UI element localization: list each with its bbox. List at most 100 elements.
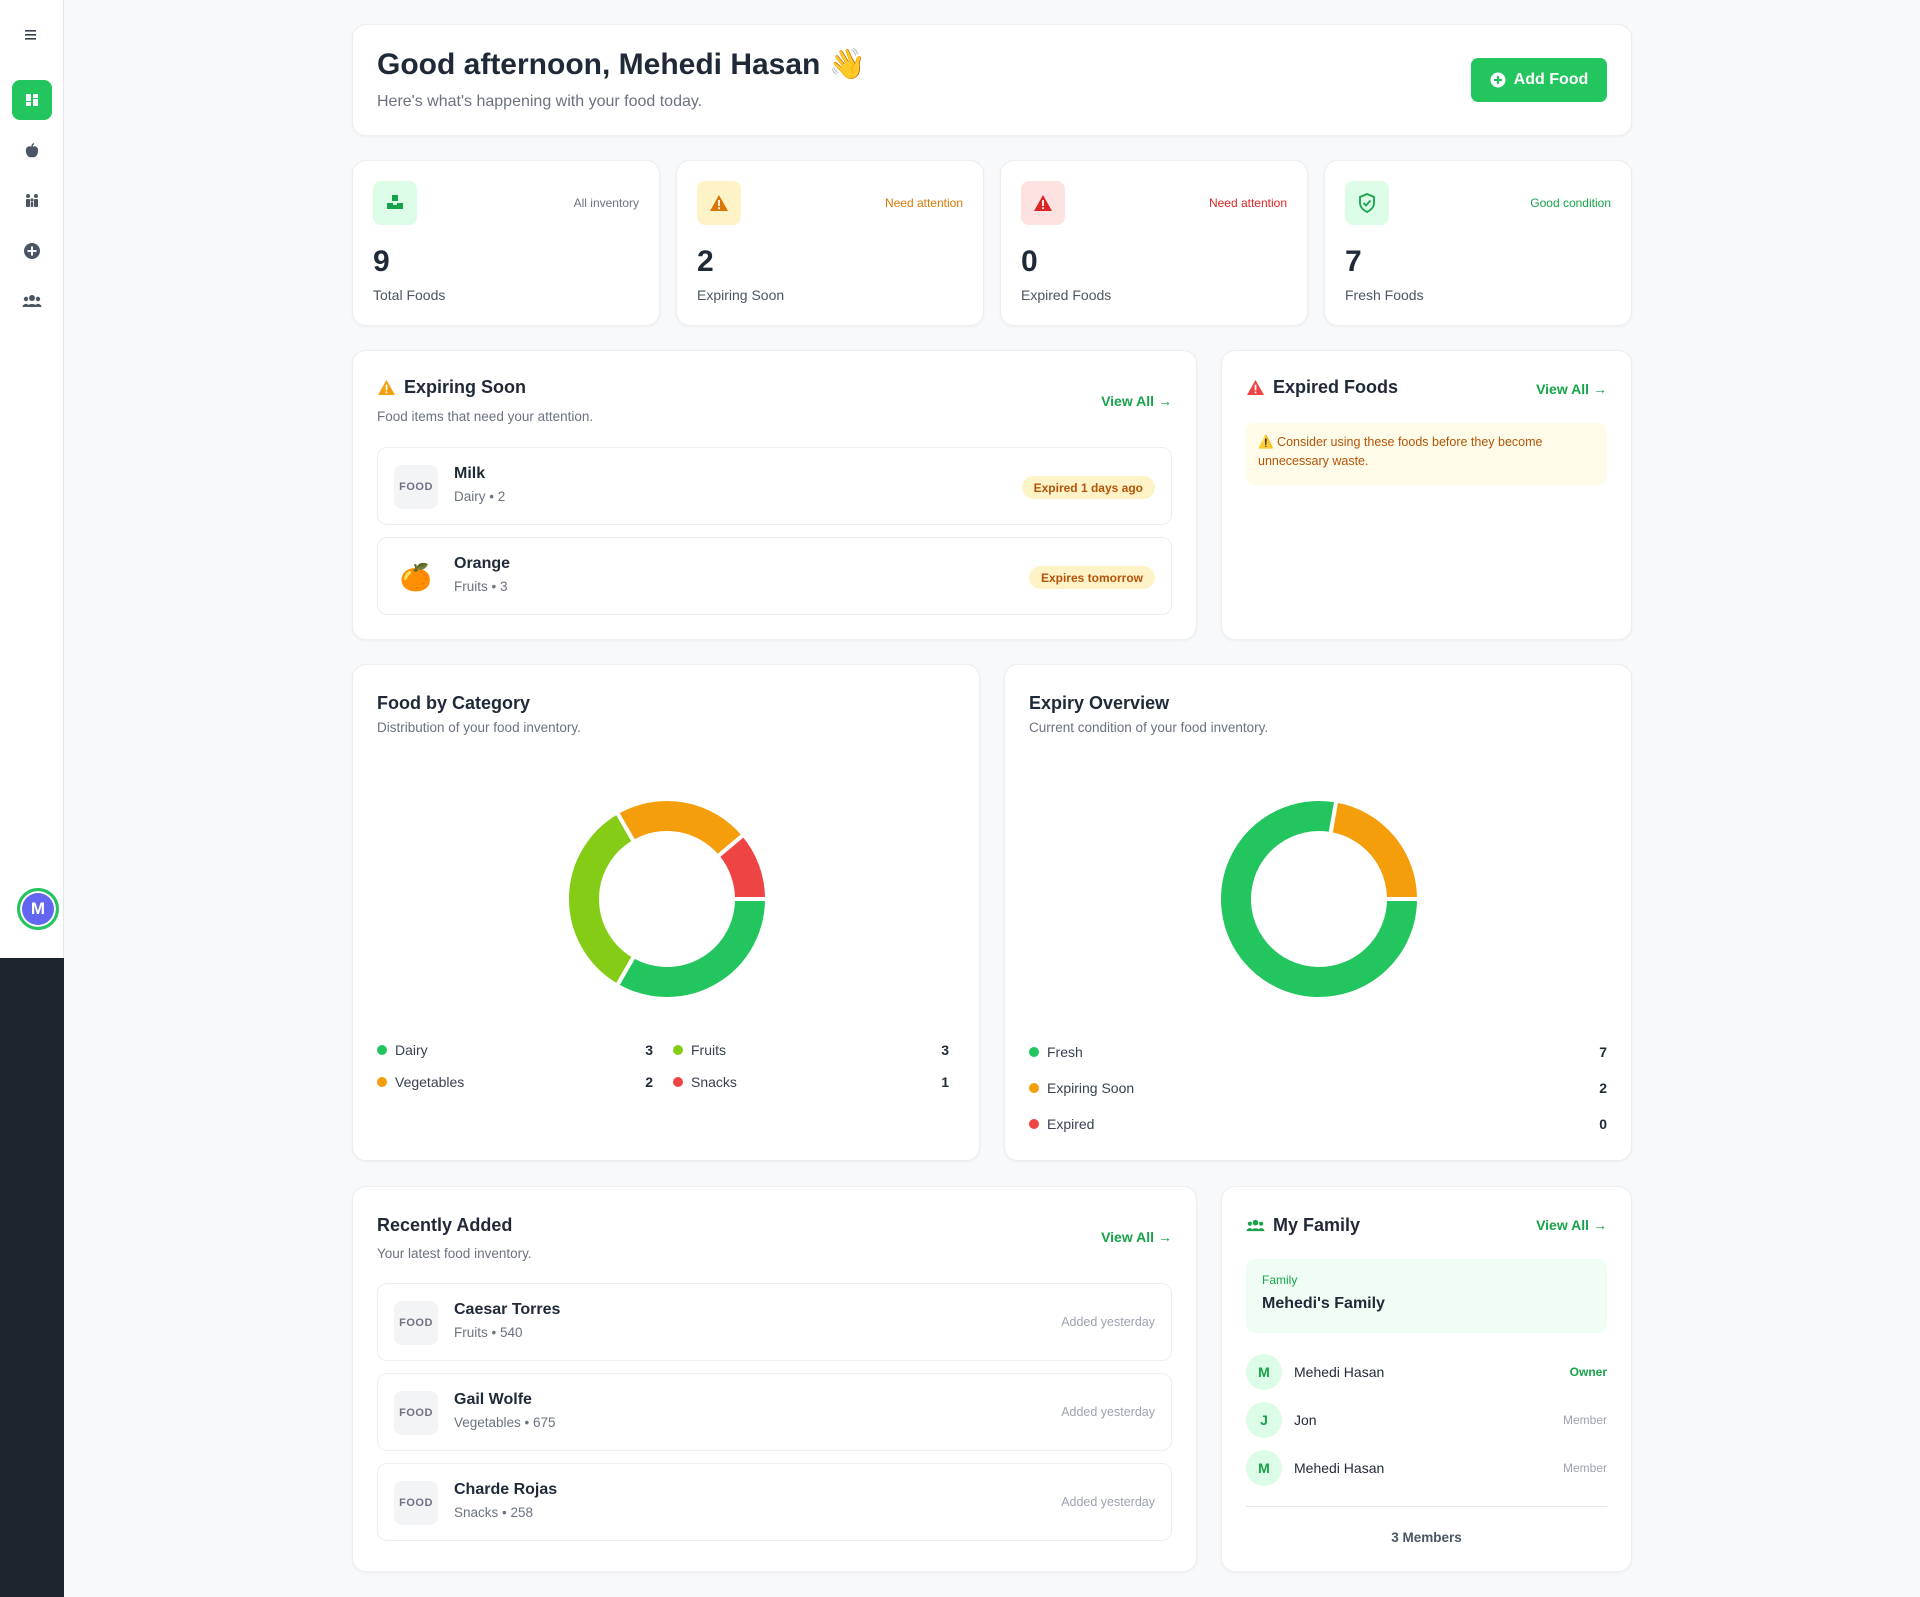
- status-badge: Expires tomorrow: [1028, 566, 1155, 589]
- recent-view-all-link[interactable]: View All →: [1101, 1229, 1172, 1245]
- list-item[interactable]: FOOD Caesar Torres Fruits • 540 Added ye…: [377, 1283, 1172, 1361]
- arrow-right-icon: →: [1593, 381, 1607, 397]
- legend-item: Fresh: [1029, 1044, 1083, 1060]
- warning-icon: [378, 379, 395, 396]
- user-avatar[interactable]: M: [17, 888, 59, 930]
- plus-circle-icon: [24, 243, 40, 259]
- family-member[interactable]: J Jon Member: [1246, 1402, 1607, 1438]
- sidebar-item-foods[interactable]: [12, 131, 52, 171]
- item-name: Gail Wolfe: [454, 1391, 532, 1408]
- expired-title-text: Expired Foods: [1273, 377, 1399, 397]
- legend-swatch: [1029, 1083, 1039, 1093]
- family-info-box: Family Mehedi's Family: [1246, 1259, 1607, 1333]
- family-member[interactable]: M Mehedi Hasan Member: [1246, 1450, 1607, 1486]
- sidebar: M: [0, 0, 64, 1597]
- warning-icon: [697, 181, 741, 225]
- header-card: Good afternoon, Mehedi Hasan 👋 Here's wh…: [352, 24, 1632, 136]
- stat-card-total: All inventory 9 Total Foods: [352, 160, 660, 326]
- family-title: My Family: [1246, 1215, 1360, 1236]
- item-meta: Snacks • 258: [454, 1505, 534, 1520]
- sidebar-item-dashboard[interactable]: [12, 80, 52, 120]
- boxes-icon: [373, 181, 417, 225]
- recent-subtitle: Your latest food inventory.: [377, 1246, 532, 1261]
- stat-value: 0: [1021, 245, 1038, 278]
- page-title: Good afternoon, Mehedi Hasan 👋: [377, 48, 867, 81]
- expiry-chart-title: Expiry Overview: [1029, 693, 1170, 713]
- member-role: Member: [1562, 1461, 1607, 1475]
- family-view-all-link[interactable]: View All →: [1536, 1217, 1607, 1233]
- item-meta: Fruits • 540: [454, 1325, 523, 1340]
- legend-swatch: [377, 1045, 387, 1055]
- menu-icon[interactable]: [12, 15, 52, 55]
- legend-value: 3: [941, 1042, 949, 1058]
- stat-card-expiring: Need attention 2 Expiring Soon: [676, 160, 984, 326]
- avatar: J: [1246, 1402, 1282, 1438]
- family-member[interactable]: M Mehedi Hasan Owner: [1246, 1354, 1607, 1390]
- stat-label: Fresh Foods: [1345, 287, 1424, 303]
- item-meta: Fruits • 3: [454, 579, 508, 594]
- shield-check-icon: [1345, 181, 1389, 225]
- added-time: Added yesterday: [1061, 1405, 1155, 1419]
- page-subtitle: Here's what's happening with your food t…: [377, 93, 703, 110]
- list-item[interactable]: 🍊 Orange Fruits • 3 Expires tomorrow: [377, 537, 1172, 615]
- family-label: Family: [1262, 1273, 1298, 1287]
- orange-icon: 🍊: [394, 555, 438, 599]
- legend-label: Snacks: [691, 1074, 737, 1090]
- list-item[interactable]: FOOD Gail Wolfe Vegetables • 675 Added y…: [377, 1373, 1172, 1451]
- stat-value: 9: [373, 245, 390, 278]
- arrow-right-icon: →: [1158, 1229, 1172, 1245]
- legend-swatch: [673, 1077, 683, 1087]
- arrow-right-icon: →: [1593, 1217, 1607, 1233]
- legend-value: 7: [1599, 1044, 1607, 1060]
- donut-slice-fresh[interactable]: [1217, 797, 1421, 1001]
- sidebar-item-family[interactable]: [12, 181, 52, 221]
- view-all-label: View All: [1536, 1217, 1589, 1233]
- stat-value: 2: [697, 245, 714, 278]
- donut-slice-expiring-soon[interactable]: [1328, 798, 1421, 901]
- donut-slice-fruits[interactable]: [565, 809, 637, 989]
- item-name: Orange: [454, 555, 511, 572]
- legend-swatch: [377, 1077, 387, 1087]
- stat-tag: Good condition: [1530, 196, 1611, 210]
- category-donut-chart: [565, 797, 769, 1001]
- avatar: M: [1246, 1354, 1282, 1390]
- expiring-subtitle: Food items that need your attention.: [377, 409, 594, 424]
- stat-label: Total Foods: [373, 287, 446, 303]
- food-thumbnail: FOOD: [394, 1301, 438, 1345]
- legend-item: Expired: [1029, 1116, 1094, 1132]
- list-item[interactable]: FOOD Milk Dairy • 2 Expired 1 days ago: [377, 447, 1172, 525]
- legend-value: 1: [941, 1074, 949, 1090]
- legend-label: Expiring Soon: [1047, 1080, 1135, 1096]
- expired-view-all-link[interactable]: View All →: [1536, 381, 1607, 397]
- member-role: Owner: [1569, 1365, 1607, 1379]
- legend-label: Expired: [1047, 1116, 1095, 1132]
- expiry-chart-subtitle: Current condition of your food inventory…: [1029, 720, 1269, 735]
- legend-item: Vegetables: [377, 1074, 464, 1090]
- stat-tag: Need attention: [1208, 196, 1287, 210]
- donut-slice-vegetables[interactable]: [614, 797, 747, 860]
- expired-title: Expired Foods: [1246, 377, 1398, 398]
- add-food-button[interactable]: Add Food: [1471, 58, 1607, 102]
- sidebar-item-users[interactable]: [12, 281, 52, 321]
- list-item[interactable]: FOOD Charde Rojas Snacks • 258 Added yes…: [377, 1463, 1172, 1541]
- donut-slice-dairy[interactable]: [614, 897, 769, 1001]
- food-thumbnail: FOOD: [394, 1481, 438, 1525]
- category-chart-title: Food by Category: [377, 693, 531, 713]
- apple-icon: [25, 142, 39, 158]
- member-name: Mehedi Hasan: [1294, 1364, 1385, 1380]
- family-icon: [26, 194, 38, 207]
- stat-card-expired: Need attention 0 Expired Foods: [1000, 160, 1308, 326]
- sidebar-item-add[interactable]: [12, 231, 52, 271]
- donut-slice-snacks[interactable]: [714, 831, 769, 901]
- stat-value: 7: [1345, 245, 1362, 278]
- recently-added-card: Recently Added Your latest food inventor…: [352, 1186, 1197, 1572]
- member-count: 3 Members: [1391, 1530, 1462, 1545]
- expired-foods-card: Expired Foods View All → ⚠️ Consider usi…: [1221, 350, 1632, 640]
- stat-label: Expired Foods: [1021, 287, 1112, 303]
- item-name: Caesar Torres: [454, 1301, 561, 1318]
- legend-item: Snacks: [673, 1074, 737, 1090]
- warning-icon: [1021, 181, 1065, 225]
- legend-item: Expiring Soon: [1029, 1080, 1134, 1096]
- expiring-view-all-link[interactable]: View All →: [1101, 393, 1172, 409]
- view-all-label: View All: [1101, 393, 1154, 409]
